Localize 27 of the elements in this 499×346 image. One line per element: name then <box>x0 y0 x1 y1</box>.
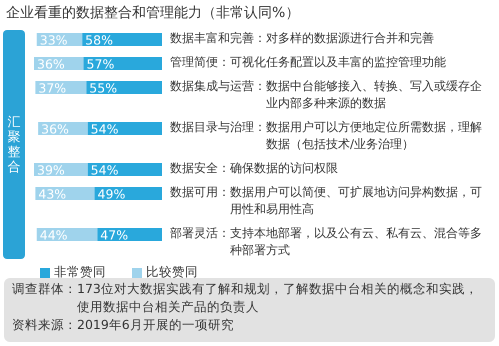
data-label: 55% <box>89 80 118 96</box>
y-axis-title: 汇聚整合 <box>6 114 22 174</box>
data-label: 57% <box>86 56 114 72</box>
data-label: 33% <box>40 32 68 48</box>
y-tick-label: 数据目录与治理：数据用户可以方便地定位所需数据，理解数据（包括技术/业务治理） <box>170 119 483 153</box>
data-label: 49% <box>98 186 126 202</box>
legend-label: 非常赞同 <box>54 264 106 281</box>
data-label: 54% <box>90 162 119 178</box>
data-label: 44% <box>40 228 68 242</box>
y-tick-label: 数据集成与运营：数据中台能够接入、转换、写入或缓存企业内部多种来源的数据 <box>170 78 483 112</box>
y-tick-label: 数据丰富和完善：对多样的数据源进行合并和完善 <box>170 30 434 47</box>
y-tick-label: 数据安全：确保数据的访问权限 <box>170 160 338 177</box>
data-label: 36% <box>41 122 70 136</box>
data-label: 58% <box>85 32 114 48</box>
y-tick-label: 管理简便：可视化任务配置以及丰富的监控管理功能 <box>170 54 446 71</box>
legend-label: 比较赞同 <box>146 264 198 281</box>
y-tick-label: 数据可用：数据用户可以简便、可扩展地访问异构数据，可用性和易用性高 <box>170 184 483 218</box>
data-label: 37% <box>38 80 66 96</box>
data-label: 36% <box>37 56 65 72</box>
data-label: 54% <box>90 122 119 136</box>
data-label: 39% <box>37 162 65 178</box>
y-tick-label: 部署灵活：支持本地部署，以及公有云、私有云、混合等多种部署方式 <box>170 225 483 259</box>
data-label: 47% <box>100 228 128 242</box>
text: 资料来源：2019年6月开展的一项研究 <box>12 316 234 334</box>
text: 调查群体：173位对大数据实践有了解和规划，了解数据中台相关的概念和实践，使用数据中台相关产品的负责人 <box>12 280 479 316</box>
data-label: 43% <box>38 186 66 202</box>
chart-title: 企业看重的数据整合和管理能力（非常认同%） <box>6 4 300 22</box>
